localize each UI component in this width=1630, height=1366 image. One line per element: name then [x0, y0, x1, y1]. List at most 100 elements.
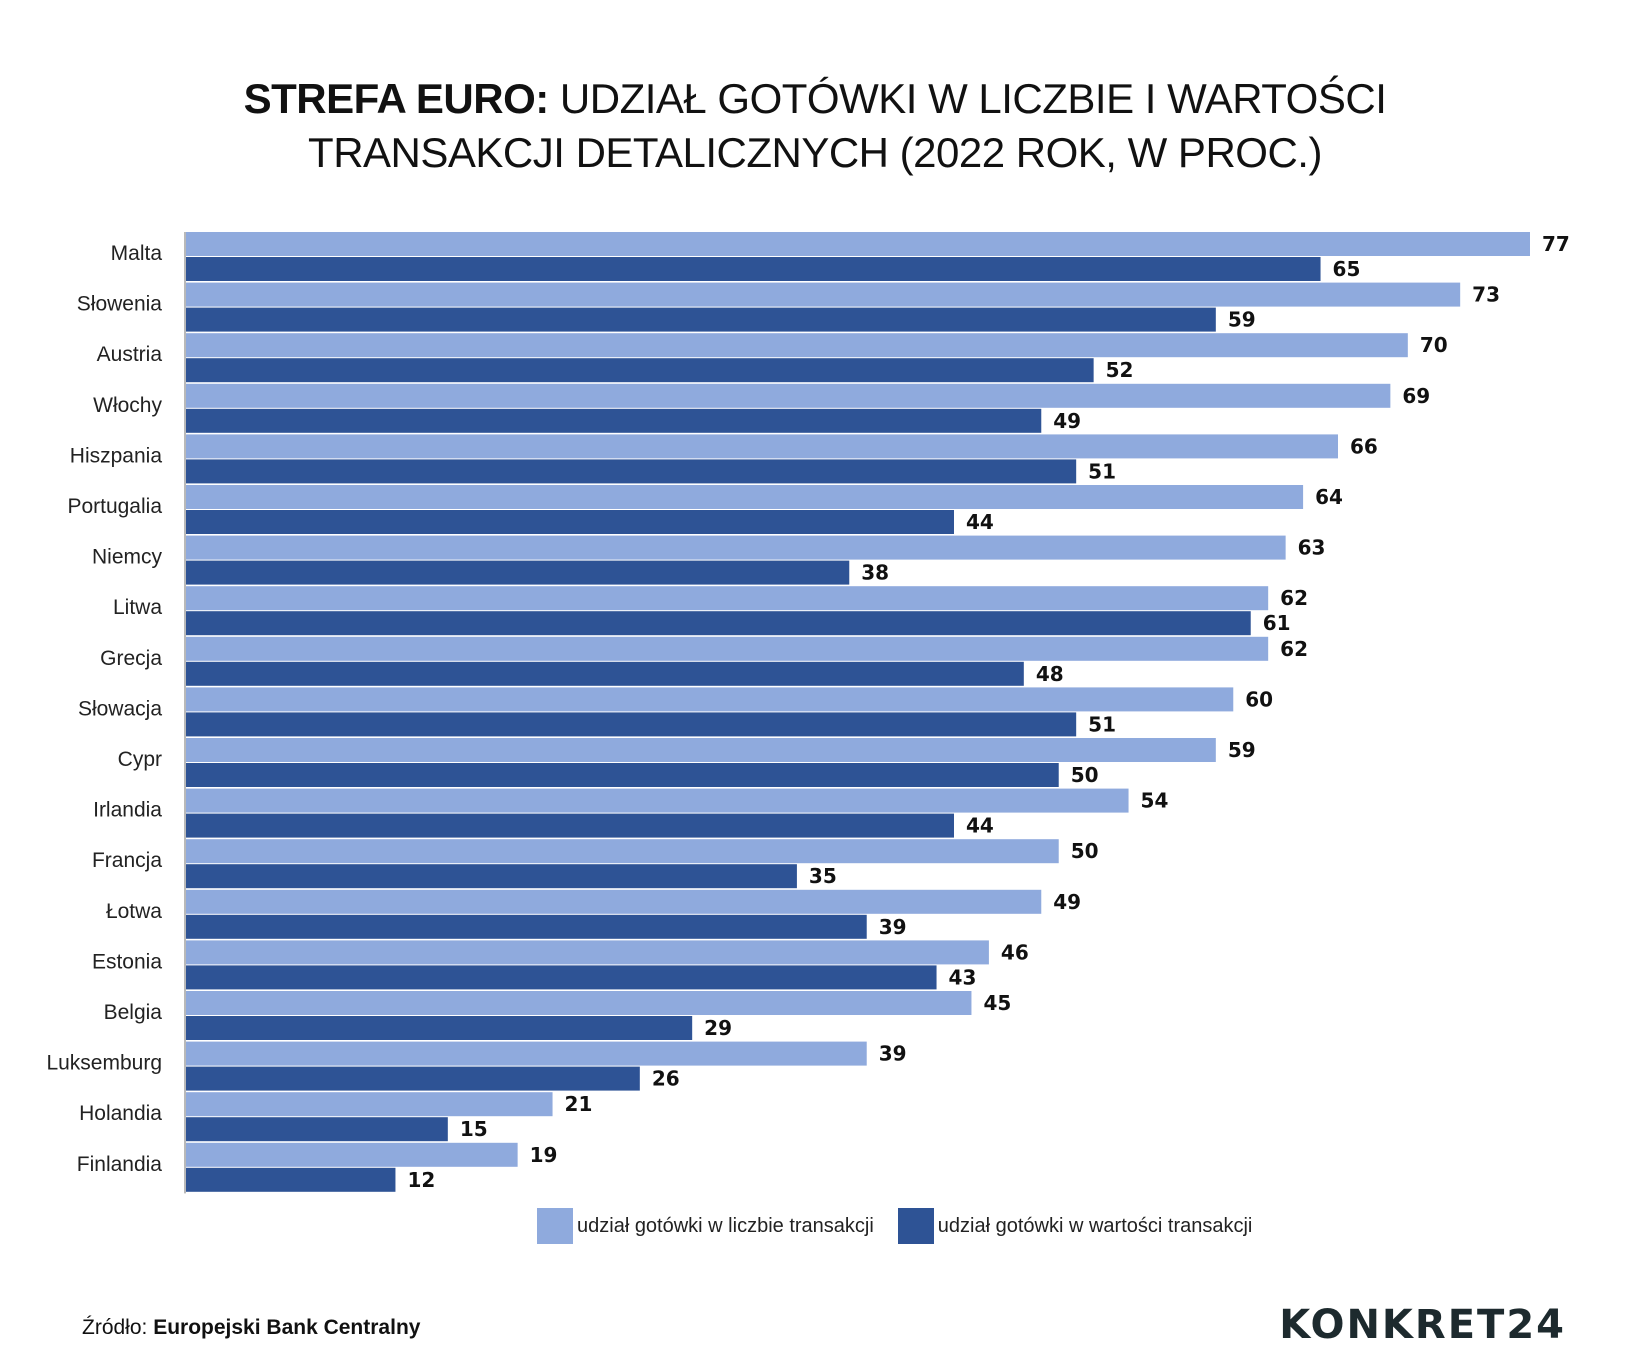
- data-label: 45: [983, 991, 1011, 1015]
- bar-count: [186, 333, 1408, 358]
- category-label: Grecja: [100, 647, 162, 670]
- data-label: 51: [1088, 459, 1116, 483]
- bar-value: [186, 257, 1321, 281]
- category-label: Belgia: [104, 1001, 163, 1024]
- bar-count: [186, 282, 1461, 307]
- category-label: Hiszpania: [70, 444, 163, 467]
- bar-value: [186, 408, 1042, 433]
- bar-value: [186, 965, 937, 990]
- data-label: 66: [1350, 434, 1378, 458]
- data-label: 12: [407, 1168, 435, 1192]
- data-label: 48: [1036, 662, 1064, 686]
- bar-value: [186, 1167, 396, 1192]
- legend-swatch-value: [897, 1208, 934, 1244]
- bar-count: [186, 434, 1338, 459]
- bar-count: [186, 535, 1286, 560]
- data-label: 77: [1542, 232, 1570, 256]
- category-label: Irlandia: [93, 799, 162, 822]
- bar-count: [186, 383, 1391, 408]
- data-label: 15: [460, 1117, 488, 1141]
- bar-count: [186, 586, 1269, 611]
- bar-value: [186, 712, 1077, 737]
- bar-count: [186, 991, 972, 1015]
- bar-value: [186, 307, 1216, 332]
- bar-count: [186, 940, 989, 965]
- bar-value: [186, 510, 954, 534]
- category-label: Cypr: [118, 748, 162, 771]
- legend-item-value: udział gotówki w wartości transakcji: [897, 1208, 1253, 1244]
- legend-item-count: udział gotówki w liczbie transakcji: [537, 1208, 874, 1244]
- data-label: 63: [1298, 536, 1326, 560]
- bar-value: [186, 1066, 640, 1091]
- data-label: 62: [1280, 637, 1308, 661]
- legend-label-value: udział gotówki w wartości transakcji: [937, 1214, 1253, 1237]
- bar-value: [186, 459, 1077, 484]
- legend: udział gotówki w liczbie transakcji udzi…: [537, 1208, 1276, 1244]
- data-label: 46: [1001, 940, 1029, 964]
- title-line-2: TRANSAKCJI DETALICZNYCH (2022 ROK, W PRO…: [308, 129, 1322, 176]
- data-label: 44: [966, 814, 994, 838]
- data-label: 54: [1141, 789, 1169, 813]
- legend-swatch-count: [537, 1208, 573, 1244]
- bar-count: [186, 1041, 867, 1066]
- source-prefix: Źródło:: [82, 1316, 148, 1339]
- data-label: 50: [1071, 839, 1099, 863]
- title-bold: STREFA EURO:: [243, 75, 550, 122]
- data-label: 38: [861, 561, 889, 585]
- data-label: 62: [1280, 586, 1308, 610]
- bar-count: [186, 738, 1216, 762]
- bar-count: [186, 889, 1042, 914]
- data-label: 49: [1053, 890, 1081, 914]
- data-label: 39: [879, 915, 907, 939]
- source-name: Europejski Bank Centralny: [153, 1316, 421, 1339]
- legend-label-count: udział gotówki w liczbie transakcji: [577, 1214, 874, 1237]
- data-label: 61: [1263, 611, 1291, 635]
- bar-count: [186, 839, 1059, 864]
- bar-count: [186, 636, 1269, 661]
- bar-value: [186, 1117, 448, 1142]
- data-label: 44: [966, 510, 994, 534]
- bar-value: [186, 560, 850, 585]
- data-label: 73: [1472, 283, 1500, 307]
- category-label: Włochy: [93, 394, 162, 417]
- category-label: Finlandia: [77, 1153, 163, 1176]
- category-label: Łotwa: [106, 900, 162, 923]
- data-label: 64: [1315, 485, 1343, 509]
- labels-group: Malta 77 65 Słowenia 73 59 Austria 70 52 Włochy 69…: [46, 232, 1569, 1192]
- title-rest: UDZIAŁ GOTÓWKI W LICZBIE I WARTOŚCI: [559, 75, 1387, 122]
- category-label: Holandia: [79, 1102, 162, 1125]
- data-label: 59: [1228, 738, 1256, 762]
- data-label: 21: [565, 1092, 593, 1116]
- category-label: Estonia: [92, 950, 162, 973]
- bars-group: [186, 232, 1530, 1192]
- data-label: 70: [1420, 333, 1448, 357]
- category-label: Litwa: [113, 596, 162, 619]
- data-label: 19: [530, 1143, 558, 1167]
- brand-logo: KONKRET24: [1279, 1302, 1566, 1348]
- bar-count: [186, 788, 1129, 813]
- data-label: 59: [1228, 308, 1256, 332]
- title-line-1: STREFA EURO: UDZIAŁ GOTÓWKI W LICZBIE I …: [0, 72, 1630, 126]
- data-label: 39: [879, 1042, 907, 1066]
- bar-value: [186, 813, 954, 838]
- bar-value: [186, 864, 797, 889]
- data-label: 43: [949, 965, 977, 989]
- bar-value: [186, 1016, 693, 1040]
- data-label: 65: [1333, 257, 1361, 281]
- category-label: Niemcy: [92, 546, 163, 569]
- category-label: Portugalia: [67, 495, 162, 518]
- data-label: 26: [652, 1067, 680, 1091]
- bar-count: [186, 1092, 553, 1117]
- bar-value: [186, 661, 1024, 686]
- bar-value: [186, 763, 1059, 787]
- data-label: 49: [1053, 409, 1081, 433]
- chart-title: STREFA EURO: UDZIAŁ GOTÓWKI W LICZBIE I …: [0, 72, 1630, 180]
- category-label: Słowenia: [77, 293, 163, 316]
- bar-value: [186, 611, 1251, 636]
- data-label: 69: [1402, 384, 1430, 408]
- data-label: 35: [809, 864, 837, 888]
- data-label: 52: [1106, 358, 1134, 382]
- data-label: 60: [1245, 687, 1273, 711]
- category-label: Słowacja: [78, 697, 162, 720]
